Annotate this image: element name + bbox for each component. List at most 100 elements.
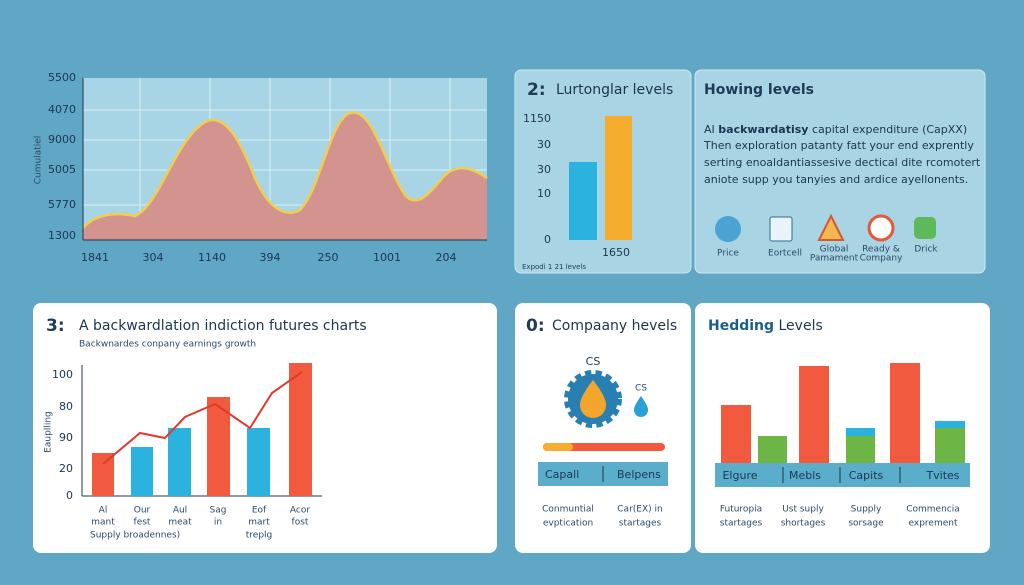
icon (914, 217, 936, 239)
y-tick-label: 80 (59, 400, 73, 413)
x-tick-label: fost (292, 518, 309, 528)
caption: Ust suply (782, 505, 824, 515)
text-panel: Howing levels AI backwardatisy capital e… (694, 69, 986, 274)
caption: Supply (851, 505, 882, 515)
trend-line (102, 371, 303, 465)
bar-line-panel: 3: A backwardlation indiction futures ch… (33, 303, 497, 553)
caption: Futuropia (720, 505, 762, 515)
x-tick-label: mant (91, 518, 115, 528)
icon-label: Price (717, 249, 739, 259)
bar-panel-small: 2: Lurtonglar levels 1150 30 30 10 0 165… (514, 69, 692, 274)
bar (721, 405, 751, 463)
caption: shortages (781, 519, 826, 529)
x-tick-label: 1650 (602, 246, 630, 259)
y-tick-label: 90 (59, 431, 73, 444)
area-outline (82, 111, 488, 229)
x-tick-label: 1001 (373, 251, 401, 264)
icon-label: Pamament (810, 254, 859, 264)
paragraph-line: aniote supp you tanyies and ardice ayell… (704, 173, 968, 186)
icon (769, 216, 793, 242)
text: AI (704, 123, 715, 136)
x-tick-label: Eof (252, 506, 267, 516)
caption: Commencia (906, 505, 960, 515)
bar (846, 436, 875, 463)
icon-label: CS (586, 355, 601, 368)
x-tick-label: 304 (143, 251, 164, 264)
caption: Car(EX) in (617, 505, 662, 515)
x-tick-label: Al (99, 506, 108, 516)
y-tick-label: 0 (544, 233, 551, 246)
x-tick-label: Our (134, 506, 151, 516)
text: capital expenditure (CapXX) (812, 123, 967, 136)
x-tick-label: fest (134, 518, 151, 528)
caption: sorsage (848, 519, 884, 529)
bar (289, 363, 312, 496)
drop-icon (634, 396, 648, 417)
text: Levels (779, 318, 823, 334)
y-tick-label: 1150 (523, 112, 551, 125)
bar (207, 397, 230, 496)
paragraph-line: serting enoaldantiassesive dectical dite… (704, 156, 981, 169)
panel-title: Lurtonglar levels (556, 82, 673, 98)
y-tick-label: 30 (537, 138, 551, 151)
bar (131, 447, 153, 496)
x-tick-label: Acor (290, 506, 310, 516)
y-tick-label: 10 (537, 187, 551, 200)
y-tick-label: 0 (66, 489, 73, 502)
y-axis-title: Cumulatiel (34, 136, 44, 185)
y-tick-label: 4070 (48, 103, 76, 116)
y-tick-label: 1300 (48, 229, 76, 242)
strip-label: Elgure (722, 469, 757, 482)
y-tick-label: 5500 (48, 71, 76, 84)
x-tick-label: 1140 (198, 251, 226, 264)
icon-label: Company (860, 254, 903, 264)
icon-label: Drick (914, 245, 938, 255)
x-tick-label: mart (248, 518, 270, 528)
panel (515, 303, 691, 553)
bar (605, 116, 632, 240)
hedding-panel: Hedding Levels Elgure Mebls Capits Tvite… (695, 303, 990, 553)
paragraph-line: Then exploration patanty fatt your end e… (703, 139, 974, 152)
bar (799, 366, 829, 463)
y-tick-label: 30 (537, 163, 551, 176)
panel-title: Compaany hevels (552, 318, 677, 334)
bar (247, 428, 270, 496)
x-tick-label: 1841 (81, 251, 109, 264)
y-tick-label: 5005 (48, 163, 76, 176)
label-strip (715, 463, 970, 487)
strip-label: Belpens (617, 468, 661, 481)
panel (514, 69, 692, 274)
drop-icon (580, 380, 606, 418)
panel (694, 69, 986, 274)
caption: Conmuntial (542, 505, 594, 515)
panel-title: Hedding Levels (708, 318, 823, 334)
bar (758, 436, 787, 463)
panel-title: Howing levels (704, 82, 814, 98)
company-panel: 0: Compaany hevels CS CS Capall Belpens … (515, 303, 691, 553)
icon (867, 214, 895, 242)
y-tick-label: 100 (52, 368, 73, 381)
bar (846, 428, 875, 436)
bar (569, 162, 597, 240)
x-tick-label: Sag (210, 506, 227, 516)
panel-number: 2: (527, 80, 546, 100)
y-tick-label: 5770 (48, 198, 76, 211)
text: Hedding (708, 318, 774, 334)
panel-title: A backwardlation indiction futures chart… (79, 318, 367, 334)
progress-fill (543, 443, 573, 451)
icon-label: Ready & (862, 245, 900, 255)
x-tick-label: Aul (173, 506, 187, 516)
y-tick-label: 9000 (48, 133, 76, 146)
bar (92, 453, 114, 496)
y-axis-title: Eauplling (44, 411, 54, 453)
bar (168, 428, 191, 496)
paragraph-line: AI backwardatisy capital expenditure (Ca… (704, 123, 967, 136)
footnote: Supply broadennes) (90, 531, 180, 541)
strip-label: Capits (849, 469, 884, 482)
panel-subtitle: Backwnardes conpany earnings growth (79, 340, 256, 350)
caption: evptication (543, 519, 593, 529)
x-tick-label: in (214, 518, 222, 528)
y-tick-label: 20 (59, 462, 73, 475)
panel-number: 3: (46, 316, 65, 336)
